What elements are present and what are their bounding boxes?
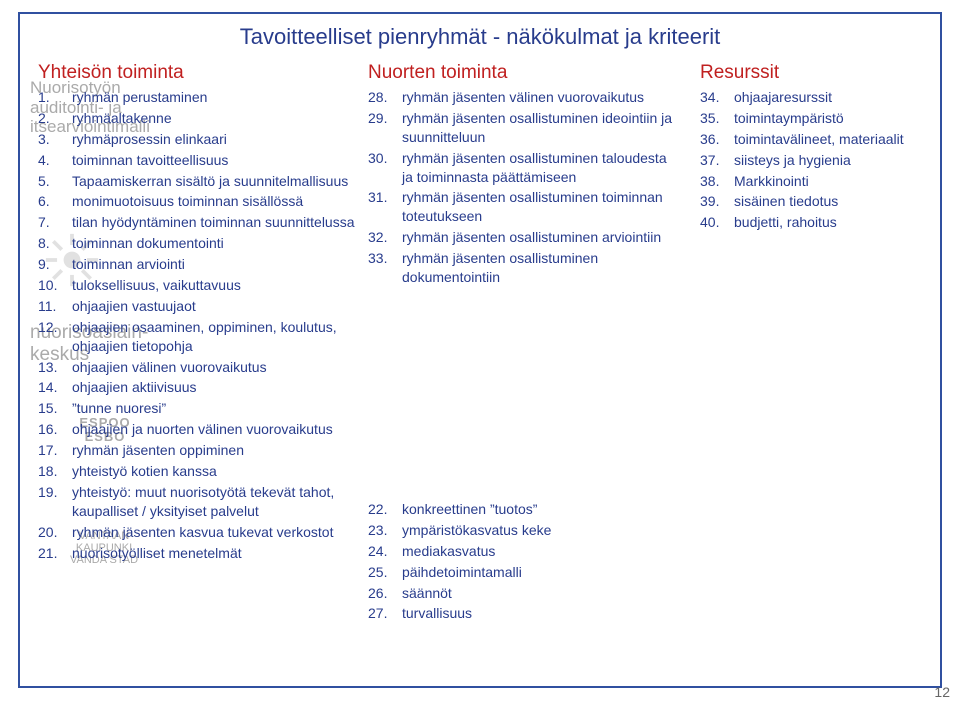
column1: 1.ryhmän perustaminen 2.ryhmäaltakenne 3…: [38, 88, 358, 564]
list-item: 7.tilan hyödyntäminen toiminnan suunnitt…: [38, 213, 358, 232]
list-item: 32.ryhmän jäsenten osallistuminen arvioi…: [368, 228, 678, 247]
list-item: 26.säännöt: [368, 584, 678, 603]
list-item: 40.budjetti, rahoitus: [700, 213, 935, 232]
list-item: 39.sisäinen tiedotus: [700, 192, 935, 211]
list-item: 19.yhteistyö: muut nuorisotyötä tekevät …: [38, 483, 358, 521]
list-item: 8.toiminnan dokumentointi: [38, 234, 358, 253]
list-item: 37.siisteys ja hygienia: [700, 151, 935, 170]
list-item: 17.ryhmän jäsenten oppiminen: [38, 441, 358, 460]
list-item: 10.tuloksellisuus, vaikuttavuus: [38, 276, 358, 295]
slide-title: Tavoitteelliset pienryhmät - näkökulmat …: [0, 24, 960, 50]
list-item: 25.päihdetoimintamalli: [368, 563, 678, 582]
list-item: 14.ohjaajien aktiivisuus: [38, 378, 358, 397]
list-item: 20.ryhmän jäsenten kasvua tukevat verkos…: [38, 523, 358, 542]
column2-header: Nuorten toiminta: [368, 62, 507, 84]
list-item: 23.ympäristökasvatus keke: [368, 521, 678, 540]
list-item: 35.toimintaympäristö: [700, 109, 935, 128]
column3-header: Resurssit: [700, 62, 779, 84]
column2-list-upper: 28.ryhmän jäsenten välinen vuorovaikutus…: [368, 88, 678, 287]
list-item: 18.yhteistyö kotien kanssa: [38, 462, 358, 481]
column2-list-lower: 22.konkreettinen ”tuotos” 23.ympäristöka…: [368, 500, 678, 623]
list-item: 21.nuorisotyölliset menetelmät: [38, 544, 358, 563]
list-item: 30.ryhmän jäsenten osallistuminen taloud…: [368, 149, 678, 187]
list-item: 4.toiminnan tavoitteellisuus: [38, 151, 358, 170]
list-item: 33.ryhmän jäsenten osallistuminen dokume…: [368, 249, 678, 287]
list-item: 13.ohjaajien välinen vuorovaikutus: [38, 358, 358, 377]
list-item: 22.konkreettinen ”tuotos”: [368, 500, 678, 519]
list-item: 28.ryhmän jäsenten välinen vuorovaikutus: [368, 88, 678, 107]
column2-upper: 28.ryhmän jäsenten välinen vuorovaikutus…: [368, 88, 678, 289]
list-item: 15.”tunne nuoresi”: [38, 399, 358, 418]
list-item: 16.ohjaajien ja nuorten välinen vuorovai…: [38, 420, 358, 439]
column3-list: 34.ohjaajaresurssit 35.toimintaympäristö…: [700, 88, 935, 232]
list-item: 31.ryhmän jäsenten osallistuminen toimin…: [368, 188, 678, 226]
list-item: 36.toimintavälineet, materiaalit: [700, 130, 935, 149]
list-item: 38.Markkinointi: [700, 172, 935, 191]
list-item: 9.toiminnan arviointi: [38, 255, 358, 274]
column1-header: Yhteisön toiminta: [38, 62, 184, 84]
column2-lower: 22.konkreettinen ”tuotos” 23.ympäristöka…: [368, 500, 678, 625]
list-item: 24.mediakasvatus: [368, 542, 678, 561]
column3: 34.ohjaajaresurssit 35.toimintaympäristö…: [700, 88, 935, 234]
page-number: 12: [934, 684, 950, 700]
list-item: 3.ryhmäprosessin elinkaari: [38, 130, 358, 149]
list-item: 5.Tapaamiskerran sisältö ja suunnitelmal…: [38, 172, 358, 191]
list-item: 11.ohjaajien vastuujaot: [38, 297, 358, 316]
list-item: 12.ohjaajien osaaminen, oppiminen, koulu…: [38, 318, 358, 356]
slide: Tavoitteelliset pienryhmät - näkökulmat …: [0, 0, 960, 706]
list-item: 6.monimuotoisuus toiminnan sisällössä: [38, 192, 358, 211]
list-item: 1.ryhmän perustaminen: [38, 88, 358, 107]
list-item: 2.ryhmäaltakenne: [38, 109, 358, 128]
column1-list: 1.ryhmän perustaminen 2.ryhmäaltakenne 3…: [38, 88, 358, 562]
list-item: 27.turvallisuus: [368, 604, 678, 623]
list-item: 34.ohjaajaresurssit: [700, 88, 935, 107]
list-item: 29.ryhmän jäsenten osallistuminen ideoin…: [368, 109, 678, 147]
